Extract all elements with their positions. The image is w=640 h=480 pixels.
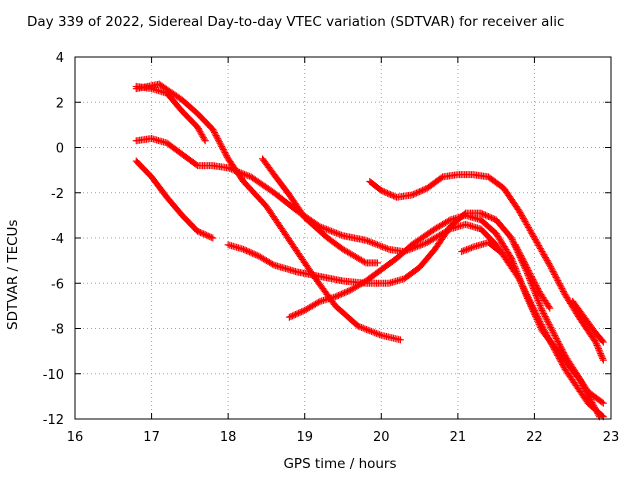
chart-title: Day 339 of 2022, Sidereal Day-to-day VTE… [27,14,565,30]
y-tick-label: -10 [43,368,64,383]
x-tick-label: 17 [143,430,160,445]
x-tick-label: 21 [450,430,467,445]
y-tick-label: -6 [51,277,64,292]
y-tick-label: 2 [56,96,64,111]
y-tick-label: -8 [51,323,64,338]
series-track-11 [569,297,607,346]
x-tick-label: 23 [603,430,620,445]
series-track-7 [285,211,604,421]
series-track-4 [132,157,217,242]
x-tick-label: 20 [373,430,390,445]
x-axis-label: GPS time / hours [283,456,397,472]
y-axis-label: SDTVAR / TECUs [5,219,21,330]
y-tick-label: 0 [56,142,64,157]
y-tick-label: 4 [56,51,64,66]
series-track-9 [458,239,504,256]
y-tick-label: -4 [51,232,64,247]
series-track-2 [132,80,404,344]
series-track-6 [259,155,381,267]
plot-border [74,56,612,420]
x-tick-label: 18 [220,430,237,445]
x-tick-label: 22 [526,430,543,445]
x-tick-label: 16 [67,430,84,445]
series-track-10 [511,241,554,312]
x-tick-label: 19 [296,430,313,445]
y-tick-label: -12 [43,413,64,428]
y-tick-label: -2 [51,187,64,202]
series-track-8 [366,171,607,364]
